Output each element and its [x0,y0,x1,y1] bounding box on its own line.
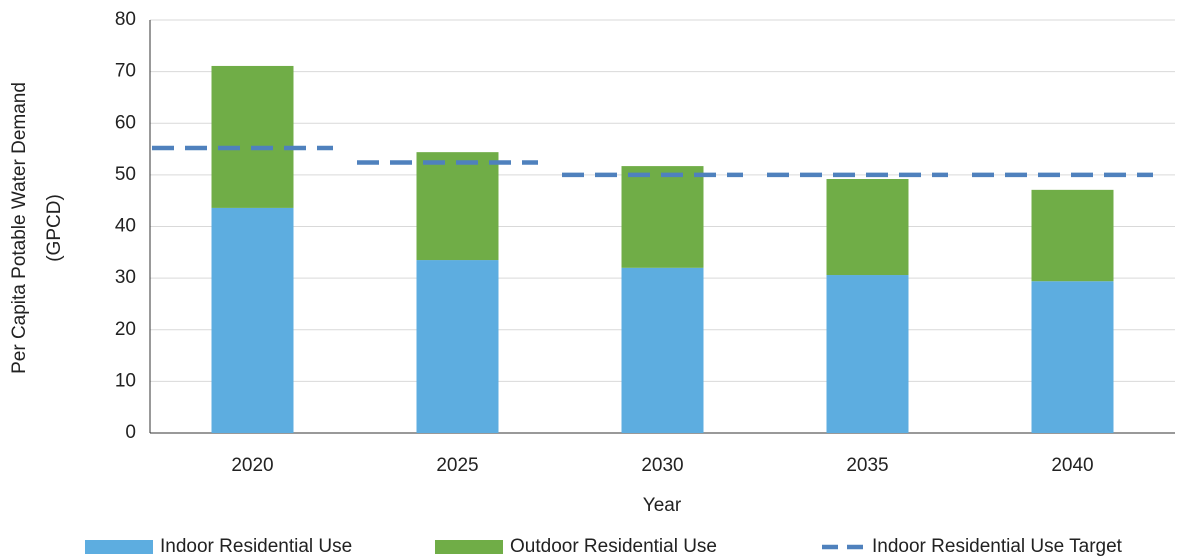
bar [211,207,294,433]
bar [1031,281,1114,433]
y-axis-title: Per Capita Potable Water Demand [9,82,30,374]
bar [211,65,294,208]
x-tick-label: 2040 [1051,455,1093,476]
bar [826,275,909,433]
y-tick-label: 80 [115,9,136,30]
legend-label: Indoor Residential Use Target [872,536,1123,557]
bar [416,260,499,433]
y-tick-label: 20 [115,319,136,340]
y-tick-label: 0 [125,422,136,443]
y-tick-label: 10 [115,370,136,391]
x-tick-label: 2025 [436,455,478,476]
x-tick-label: 2030 [641,455,683,476]
bar [621,166,704,268]
legend-swatch [85,540,153,554]
legend-swatch [435,540,503,554]
y-tick-label: 30 [115,267,136,288]
y-tick-label: 50 [115,164,136,185]
x-tick-label: 2020 [231,455,273,476]
legend-label: Indoor Residential Use [160,536,352,557]
y-tick-label: 60 [115,112,136,133]
y-tick-label: 40 [115,216,136,237]
x-tick-label: 2035 [846,455,888,476]
y-axis-title: (GPCD) [44,194,65,262]
legend-label: Outdoor Residential Use [510,536,717,557]
y-tick-label: 70 [115,61,136,82]
bar [416,152,499,261]
bar [621,267,704,433]
bar [1031,189,1114,282]
x-axis-title: Year [643,495,682,516]
bar [826,179,909,276]
